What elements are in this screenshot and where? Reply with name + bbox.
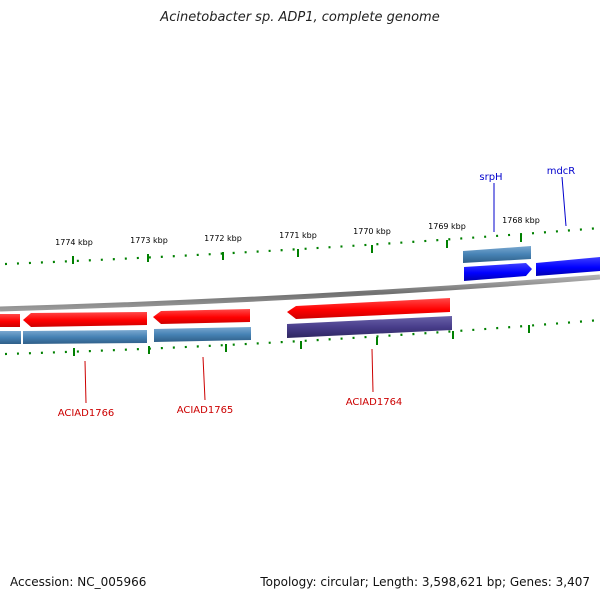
gene-arrow-ACIAD1764[interactable]	[287, 298, 450, 319]
gene-arrow-ACIAD1765[interactable]	[153, 309, 250, 324]
cds-track	[0, 316, 452, 344]
leader-line-ACIAD1764	[371, 348, 374, 393]
gene-arrow-mdcR[interactable]	[536, 257, 600, 276]
tick-label: 1770 kbp	[353, 227, 391, 236]
gene-label-mdcR[interactable]: mdcR	[547, 166, 576, 177]
leader-line-ACIAD1765	[202, 356, 206, 401]
genome-backbone	[0, 274, 600, 312]
tick-label: 1774 kbp	[55, 238, 93, 247]
gene-label-srpH[interactable]: srpH	[479, 172, 502, 183]
cds-feature-ACIAD1766[interactable]	[23, 330, 147, 344]
tick-label: 1769 kbp	[428, 222, 466, 231]
gene-label-ACIAD1766[interactable]: ACIAD1766	[58, 408, 115, 419]
gene-arrow-ACIAD1766[interactable]	[23, 312, 147, 327]
forward-strand	[463, 246, 600, 281]
gene-arrow-srpH[interactable]	[464, 263, 532, 281]
accession-text: Accession: NC_005966	[10, 575, 147, 589]
gene-label-ACIAD1764[interactable]: ACIAD1764	[346, 397, 403, 408]
cds-feature-ACIAD1765[interactable]	[154, 327, 251, 342]
gene-arrow-partial[interactable]	[0, 314, 20, 327]
genome-summary-text: Topology: circular; Length: 3,598,621 bp…	[260, 575, 590, 589]
map-title: Acinetobacter sp. ADP1, complete genome	[160, 10, 440, 25]
cds-feature-srpH[interactable]	[463, 246, 531, 263]
leader-line-mdcR	[561, 176, 567, 227]
reverse-strand	[0, 298, 450, 327]
cds-feature-partial[interactable]	[0, 331, 21, 344]
gene-label-ACIAD1765[interactable]: ACIAD1765	[177, 405, 234, 416]
tick-label: 1771 kbp	[279, 231, 317, 240]
tick-label: 1773 kbp	[130, 236, 168, 245]
lower-ruler	[4, 318, 600, 356]
cds-feature-ACIAD1764[interactable]	[287, 316, 452, 338]
tick-label: 1768 kbp	[502, 216, 540, 225]
leader-line-ACIAD1766	[84, 360, 87, 404]
upper-ruler	[4, 226, 600, 266]
tick-label: 1772 kbp	[204, 234, 242, 243]
